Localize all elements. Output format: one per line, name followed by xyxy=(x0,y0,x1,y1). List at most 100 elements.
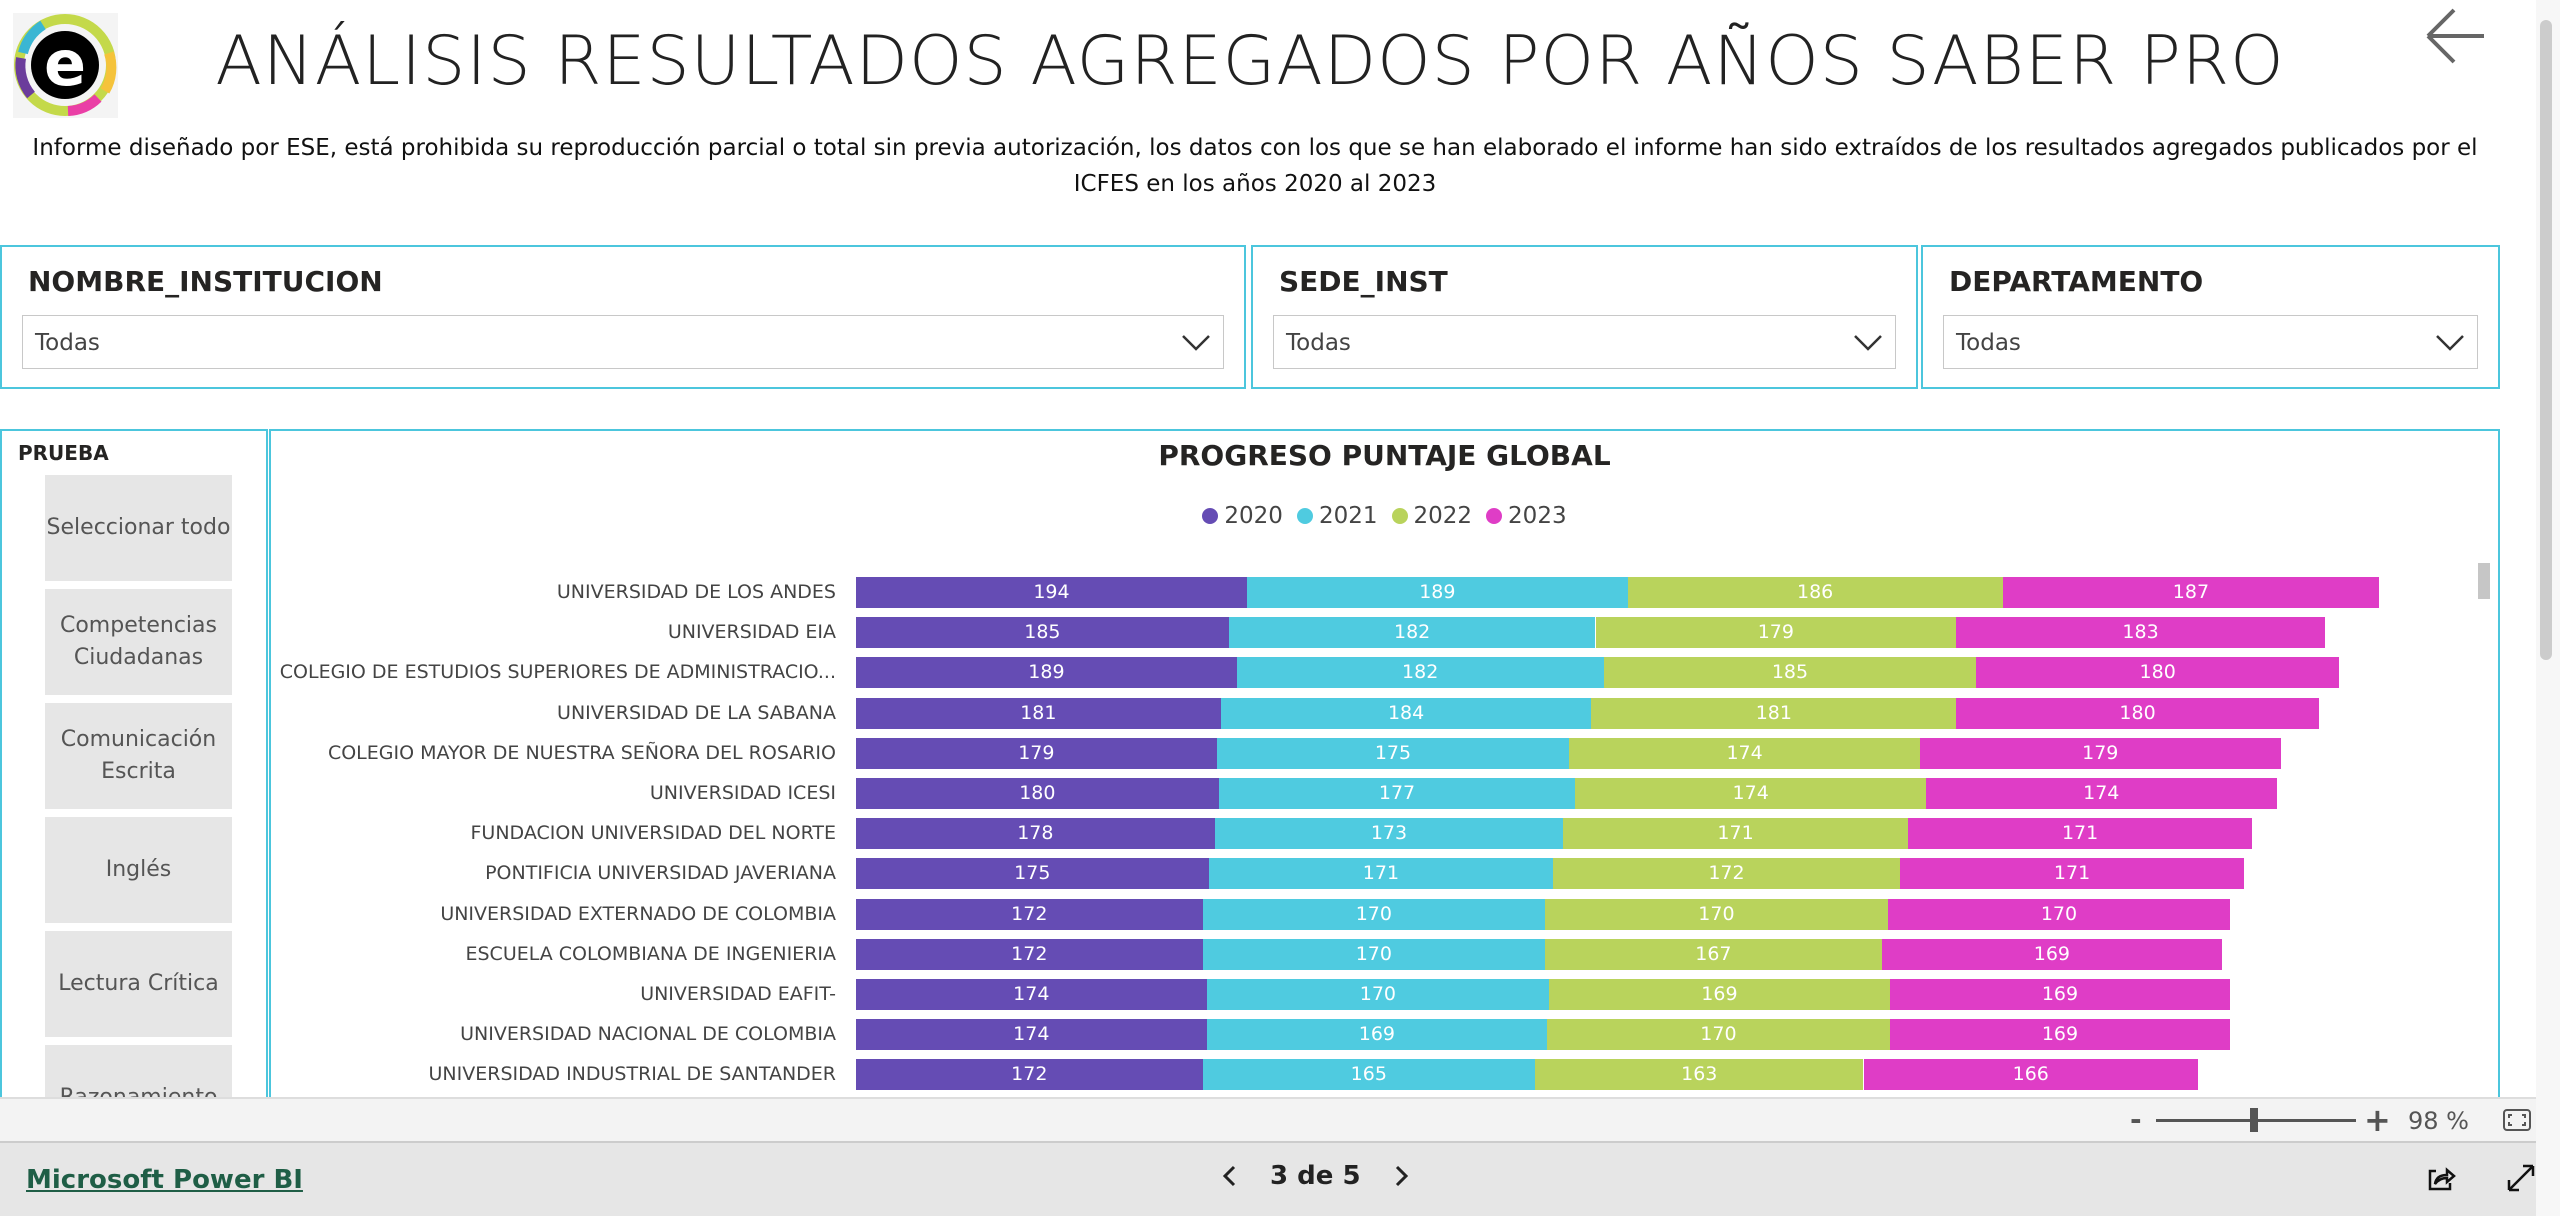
slicer-item-razonamiento[interactable]: Razonamiento xyxy=(45,1045,232,1099)
nombre-institucion-dropdown[interactable]: Todas xyxy=(22,315,1224,369)
bar-segment-2020[interactable]: 178 xyxy=(856,818,1215,850)
power-bi-link[interactable]: Microsoft Power BI xyxy=(26,1165,303,1195)
category-label: UNIVERSIDAD EIA xyxy=(667,621,836,644)
bar-segment-2022[interactable]: 174 xyxy=(1575,778,1926,809)
zoom-in-button[interactable]: + xyxy=(2364,1101,2391,1139)
page-title: ANÁLISIS RESULTADOS AGREGADOS POR AÑOS S… xyxy=(215,22,2285,101)
report-disclaimer: Informe diseñado por ESE, está prohibida… xyxy=(32,135,2478,197)
legend-dot xyxy=(1202,508,1219,524)
bar-segment-2022[interactable]: 163 xyxy=(1535,1059,1864,1091)
bar-segment-2023[interactable]: 180 xyxy=(1956,697,2319,729)
sede-inst-dropdown[interactable]: Todas xyxy=(1273,315,1896,369)
category-label: COLEGIO MAYOR DE NUESTRA SEÑORA DEL ROSA… xyxy=(327,741,836,764)
bar-segment-2021[interactable]: 182 xyxy=(1236,657,1604,689)
bar-segment-2022[interactable]: 170 xyxy=(1547,1019,1890,1051)
bar-segment-2020[interactable]: 175 xyxy=(856,858,1209,890)
departamento-dropdown[interactable]: Todas xyxy=(1943,315,2478,369)
slicer-item-ingles[interactable]: Inglés xyxy=(45,817,232,923)
bar-segment-2020[interactable]: 172 xyxy=(856,1059,1203,1091)
bar-segment-2022[interactable]: 169 xyxy=(1549,979,1890,1010)
back-arrow-icon[interactable] xyxy=(2420,0,2490,70)
bar-segment-2020[interactable]: 174 xyxy=(856,979,1207,1010)
bar-segment-2020[interactable]: 181 xyxy=(856,697,1221,729)
bar-segment-2023[interactable]: 169 xyxy=(1889,1019,2231,1051)
bar-segment-2023[interactable]: 183 xyxy=(1956,617,2325,649)
dropdown-value: Todas xyxy=(1286,330,1351,356)
fit-to-page-icon[interactable] xyxy=(2503,1109,2531,1131)
legend-item-2021[interactable]: 2021 xyxy=(1296,503,1378,529)
bar-segment-2021[interactable]: 170 xyxy=(1206,979,1550,1010)
bar-segment-2020[interactable]: 189 xyxy=(856,657,1237,689)
filter-label: DEPARTAMENTO xyxy=(1949,265,2204,298)
bar-segment-2022[interactable]: 170 xyxy=(1545,898,1888,930)
filter-departamento: DEPARTAMENTO Todas xyxy=(1921,245,2500,389)
bar-segment-2021[interactable]: 175 xyxy=(1216,737,1570,769)
bar-segment-2022[interactable]: 171 xyxy=(1563,818,1908,850)
category-label: ESCUELA COLOMBIANA DE INGENIERIA xyxy=(465,942,836,965)
fullscreen-icon[interactable] xyxy=(2506,1163,2536,1193)
legend-label: 2023 xyxy=(1508,503,1567,529)
chart-scrollbar[interactable] xyxy=(2478,563,2490,599)
bar-segment-2021[interactable]: 170 xyxy=(1202,938,1546,970)
bar-segment-2020[interactable]: 194 xyxy=(856,577,1247,608)
bar-segment-2021[interactable]: 165 xyxy=(1202,1059,1536,1091)
zoom-level: 98 % xyxy=(2408,1107,2469,1135)
slicer-item-seleccionar-todo[interactable]: Seleccionar todo xyxy=(45,475,232,581)
bar-segment-2022[interactable]: 186 xyxy=(1627,577,2003,608)
bar-segment-2021[interactable]: 177 xyxy=(1218,778,1576,809)
bar-segment-2023[interactable]: 166 xyxy=(1863,1059,2198,1091)
bar-segment-2021[interactable]: 184 xyxy=(1220,697,1592,729)
bar-segment-2022[interactable]: 185 xyxy=(1603,657,1977,689)
bar-segment-2020[interactable]: 180 xyxy=(856,778,1219,809)
progreso-puntaje-global-chart: PROGRESO PUNTAJE GLOBAL 2020 2021 2022 2023… xyxy=(269,429,2500,1099)
bar-segment-2022[interactable]: 167 xyxy=(1545,938,1882,970)
bar-segment-2020[interactable]: 172 xyxy=(856,938,1203,970)
ese-logo: e xyxy=(13,13,118,118)
slicer-item-lectura-critica[interactable]: Lectura Crítica xyxy=(45,931,232,1037)
prueba-slicer: PRUEBA Seleccionar todo Competencias Ciu… xyxy=(0,429,268,1099)
category-label: UNIVERSIDAD ICESI xyxy=(649,782,836,804)
bar-segment-2022[interactable]: 181 xyxy=(1591,697,1957,729)
page-scrollbar-thumb[interactable] xyxy=(2540,20,2552,660)
bar-segment-2023[interactable]: 180 xyxy=(1976,657,2340,689)
filter-label: NOMBRE_INSTITUCION xyxy=(28,265,383,298)
bar-segment-2023[interactable]: 171 xyxy=(1899,858,2245,890)
share-icon[interactable] xyxy=(2426,1165,2456,1193)
bar-segment-2023[interactable]: 174 xyxy=(1925,778,2277,809)
chevron-down-icon xyxy=(1182,335,1210,351)
bar-segment-2022[interactable]: 179 xyxy=(1595,617,1957,649)
bar-segment-2021[interactable]: 170 xyxy=(1202,898,1546,930)
bar-segment-2022[interactable]: 174 xyxy=(1569,737,1920,769)
page-navigation: 3 de 5 xyxy=(1220,1161,1411,1191)
page-indicator: 3 de 5 xyxy=(1270,1161,1361,1191)
filter-sede-inst: SEDE_INST Todas xyxy=(1251,245,1918,389)
bar-segment-2021[interactable]: 169 xyxy=(1206,1019,1548,1051)
chevron-down-icon xyxy=(2436,335,2464,351)
bar-segment-2021[interactable]: 173 xyxy=(1214,818,1564,850)
bar-segment-2023[interactable]: 187 xyxy=(2002,577,2380,608)
bar-segment-2021[interactable]: 182 xyxy=(1228,617,1596,649)
legend-dot xyxy=(1391,508,1408,524)
legend-item-2022[interactable]: 2022 xyxy=(1391,503,1473,529)
bar-segment-2020[interactable]: 179 xyxy=(856,737,1217,769)
legend-item-2023[interactable]: 2023 xyxy=(1486,503,1567,529)
bar-segment-2022[interactable]: 172 xyxy=(1553,858,1900,890)
bar-segment-2021[interactable]: 189 xyxy=(1246,577,1628,608)
bar-segment-2020[interactable]: 174 xyxy=(856,1019,1207,1051)
bar-segment-2023[interactable]: 169 xyxy=(1889,979,2231,1010)
bar-segment-2023[interactable]: 169 xyxy=(1881,938,2223,970)
slicer-item-competencias-ciudadanas[interactable]: Competencias Ciudadanas xyxy=(45,589,232,695)
bar-segment-2023[interactable]: 171 xyxy=(1907,818,2253,850)
zoom-out-button[interactable]: - xyxy=(2130,1103,2142,1136)
legend-item-2020[interactable]: 2020 xyxy=(1202,503,1283,529)
bar-segment-2021[interactable]: 171 xyxy=(1208,858,1554,890)
bar-segment-2020[interactable]: 185 xyxy=(856,617,1229,649)
bar-segment-2023[interactable]: 170 xyxy=(1887,898,2231,930)
bar-segment-2023[interactable]: 179 xyxy=(1919,737,2281,769)
bar-segment-2020[interactable]: 172 xyxy=(856,898,1203,930)
slicer-item-comunicacion-escrita[interactable]: Comunicación Escrita xyxy=(45,703,232,809)
zoom-slider-thumb[interactable] xyxy=(2250,1108,2258,1132)
legend-label: 2022 xyxy=(1413,503,1473,529)
next-page-icon[interactable] xyxy=(1391,1163,1411,1189)
previous-page-icon[interactable] xyxy=(1220,1163,1240,1189)
